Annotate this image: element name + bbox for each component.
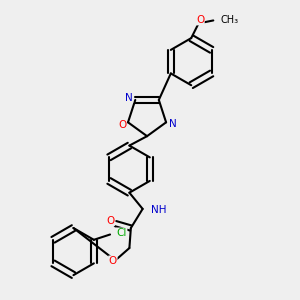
Text: O: O <box>118 120 126 130</box>
Text: CH₃: CH₃ <box>221 15 239 26</box>
Text: O: O <box>109 256 117 266</box>
Text: O: O <box>196 15 204 25</box>
Text: Cl: Cl <box>116 228 127 238</box>
Text: N: N <box>125 93 133 103</box>
Text: N: N <box>169 119 176 129</box>
Text: O: O <box>106 216 114 226</box>
Text: NH: NH <box>151 206 167 215</box>
